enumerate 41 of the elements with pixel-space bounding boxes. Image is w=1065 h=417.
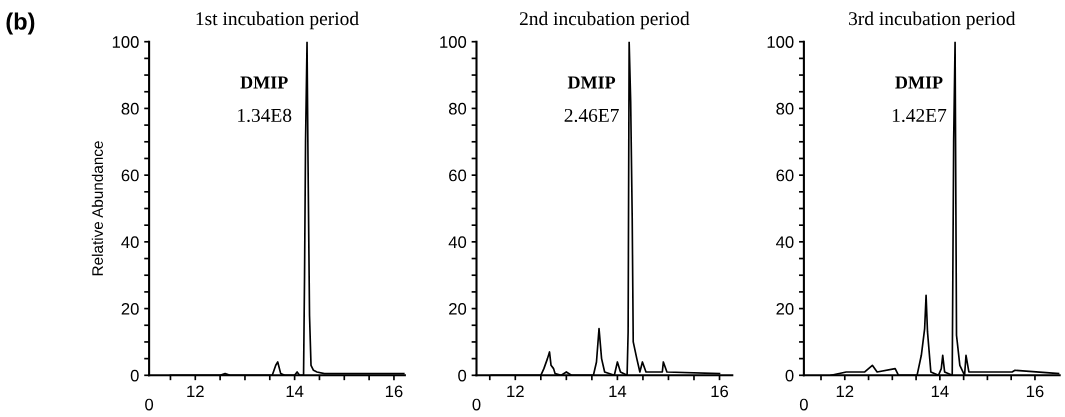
y-tick-label: 20 xyxy=(121,302,139,315)
chart-title: 2nd incubation period xyxy=(519,11,690,30)
annotation: DMIP xyxy=(895,76,943,89)
annotation: DMIP xyxy=(240,76,288,89)
x-tick-label: 14 xyxy=(609,385,627,398)
annotation: 1.42E7 xyxy=(892,108,947,123)
y-tick-label: 100 xyxy=(440,36,467,48)
chart-title: 3rd incubation period xyxy=(849,11,1016,30)
text: 0 xyxy=(472,398,481,411)
y-tick-label: 80 xyxy=(121,102,139,115)
x-tick-label: 16 xyxy=(1026,385,1044,398)
x-tick-label: 16 xyxy=(385,385,403,398)
y-tick-label: 60 xyxy=(121,169,139,182)
annotation: DMIP xyxy=(567,76,616,89)
y-tick-label: 60 xyxy=(449,169,467,182)
y-tick-label: 60 xyxy=(776,169,794,182)
y-tick-label: 0 xyxy=(785,369,794,382)
y-tick-label: 0 xyxy=(130,369,139,382)
y-tick-label: 40 xyxy=(776,236,794,249)
text: 0 xyxy=(799,398,808,411)
y-tick-label: 100 xyxy=(767,36,794,48)
x-tick-label: 14 xyxy=(931,385,949,398)
x-tick-label: 14 xyxy=(286,385,304,398)
annotation: 2.46E7 xyxy=(564,108,619,123)
text: 0 xyxy=(145,398,154,411)
y-tick-label: 100 xyxy=(112,36,139,48)
y-tick-label: 80 xyxy=(776,102,794,115)
y-tick-label: 0 xyxy=(458,369,467,382)
x-tick-label: 12 xyxy=(187,385,204,398)
x-tick-label: 12 xyxy=(507,385,524,398)
x-tick-label: 16 xyxy=(711,385,729,398)
x-tick-label: 12 xyxy=(836,385,854,398)
y-tick-label: 40 xyxy=(448,236,467,249)
annotation: 1.34E8 xyxy=(238,108,292,123)
y-axis-title: Relative Abundance xyxy=(91,141,103,276)
y-tick-label: 20 xyxy=(776,302,794,315)
y-tick-label: 40 xyxy=(121,236,139,249)
text: (b) xyxy=(6,12,35,35)
y-tick-label: 20 xyxy=(449,302,467,315)
y-tick-label: 80 xyxy=(448,102,467,115)
chart-title: 1st incubation period xyxy=(196,11,359,30)
